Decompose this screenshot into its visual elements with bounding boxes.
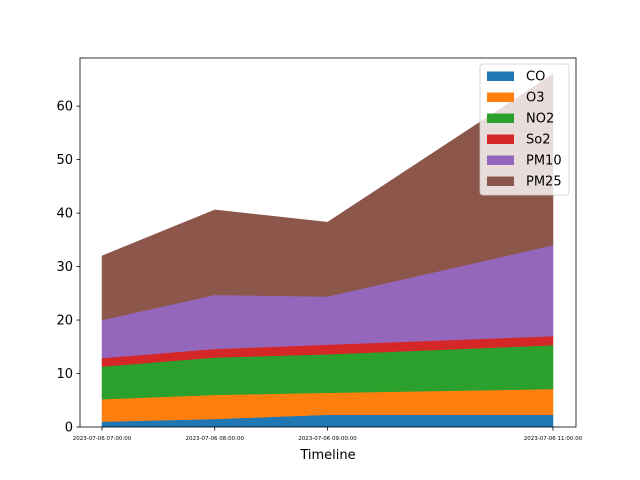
area-pm25 (101, 73, 554, 321)
legend-swatch-no2 (487, 113, 514, 123)
y-tick-label: 50 (56, 153, 73, 168)
y-tick-label: 40 (56, 207, 73, 222)
legend-swatch-pm10 (487, 155, 514, 165)
x-axis-label: Timeline (299, 448, 355, 463)
x-tick-label: 2023-07-06 08:00:00 (186, 436, 245, 442)
legend-label-o3: O3 (526, 91, 545, 106)
plot-frame (79, 57, 577, 428)
x-tick-label: 2023-07-06 11:00:00 (524, 436, 583, 442)
y-tick-label: 60 (56, 100, 73, 115)
legend-label-co: CO (526, 70, 545, 85)
legend-swatch-so2 (487, 134, 514, 144)
legend-swatch-o3 (487, 92, 514, 102)
legend-label-so2: So2 (526, 133, 550, 148)
x-tick-label: 2023-07-06 09:00:00 (298, 436, 357, 442)
y-tick-label: 0 (65, 421, 73, 436)
y-tick-label: 20 (56, 314, 73, 329)
y-tick-label: 10 (56, 367, 73, 382)
legend-label-pm10: PM10 (526, 154, 562, 169)
legend-label-pm25: PM25 (526, 175, 562, 190)
x-axis-ticks: 2023-07-06 07:00:00 2023-07-06 08:00:00 20… (73, 427, 583, 442)
legend-label-no2: NO2 (526, 112, 554, 127)
legend-swatch-pm25 (487, 176, 514, 186)
area-series-group (101, 73, 554, 428)
y-tick-label: 30 (56, 260, 73, 275)
x-tick-label: 2023-07-06 07:00:00 (73, 436, 132, 442)
y-axis-ticks: 0 10 20 30 40 50 60 (56, 100, 80, 436)
legend: CO O3 NO2 So2 PM10 PM25 (479, 63, 570, 196)
legend-swatch-co (487, 71, 514, 81)
